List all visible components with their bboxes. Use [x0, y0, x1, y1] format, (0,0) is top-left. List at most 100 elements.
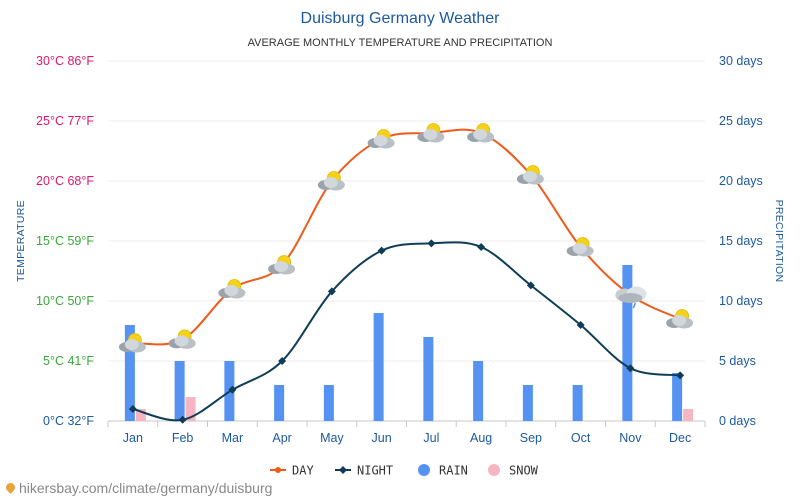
rain-bar	[423, 337, 434, 421]
day-temperature-line	[132, 128, 681, 346]
night-point	[178, 415, 187, 424]
y-right-tick-label: 0 days	[719, 414, 756, 428]
y-right-tick-label: 25 days	[719, 114, 763, 128]
cloud-shape	[274, 261, 289, 272]
x-tick-label: Mar	[222, 431, 244, 445]
partly-cloudy-icon	[417, 123, 445, 143]
grid-lines	[108, 60, 705, 422]
partly-cloudy-icon	[118, 333, 146, 353]
y-left-tick-label: 20°C 68°F	[36, 174, 94, 188]
rain-bar	[124, 325, 135, 421]
x-tick-label: Jul	[423, 431, 439, 445]
x-axis: Jan Feb Mar Apr May Jun Jul Aug Sep Oct Nov Dec	[107, 421, 706, 445]
partly-cloudy-icon	[566, 237, 594, 257]
rain-bar	[473, 361, 484, 421]
partly-cloudy-icon	[218, 279, 246, 299]
night-point	[128, 405, 137, 413]
night-point	[676, 371, 685, 380]
rain-cloud-icon	[615, 286, 647, 309]
cloud-shape	[522, 171, 537, 182]
x-tick-label: Sep	[520, 431, 542, 445]
legend: DAY NIGHT RAIN SNOW	[270, 464, 539, 478]
partly-cloudy-icon	[317, 171, 345, 191]
partly-cloudy-icon	[268, 255, 296, 275]
partly-cloudy-icon	[467, 123, 495, 143]
legend-label: RAIN	[439, 464, 468, 478]
source-link[interactable]: hikersbay.com/climate/germany/duisburg	[4, 480, 273, 496]
rain-bar	[622, 265, 633, 421]
legend-marker	[488, 464, 500, 476]
precipitation-bars	[124, 265, 694, 421]
night-temperature-line	[132, 241, 681, 422]
chart-subtitle: AVERAGE MONTHLY TEMPERATURE AND PRECIPIT…	[248, 37, 553, 49]
night-point	[477, 243, 486, 251]
cloud-shape	[672, 315, 687, 326]
legend-item-day: DAY	[270, 464, 314, 478]
cloud-shape	[174, 335, 189, 347]
night-point	[377, 246, 386, 255]
x-tick-label: Nov	[619, 431, 642, 445]
cloud-shape	[373, 135, 388, 146]
snow-bar	[683, 409, 694, 421]
y-left-tick-label: 15°C 59°F	[36, 234, 94, 248]
x-tick-label: Aug	[470, 431, 492, 445]
y-right-tick-label: 5 days	[719, 354, 756, 368]
raindrop	[632, 302, 637, 309]
raindrop	[627, 302, 632, 309]
rain-bar	[174, 361, 185, 421]
chart-title: Duisburg Germany Weather	[301, 10, 501, 27]
x-tick-label: Oct	[571, 431, 591, 445]
rain-bar	[572, 385, 583, 421]
partly-cloudy-icon	[516, 165, 544, 185]
y-axis-right-title: PRECIPITATION	[773, 200, 785, 283]
night-point	[228, 385, 237, 394]
y-left-tick-label: 10°C 50°F	[36, 294, 94, 308]
cloud-shape	[572, 243, 587, 254]
y-axis-left-title: TEMPERATURE	[15, 200, 27, 282]
legend-label: DAY	[292, 464, 314, 478]
partly-cloudy-icon	[666, 309, 694, 329]
temperature-lines	[118, 123, 694, 424]
rain-bar	[522, 385, 533, 421]
y-axis-right: 0 days 5 days 10 days 15 days 20 days 25 days…	[719, 54, 763, 428]
partly-cloudy-icon	[367, 129, 395, 149]
cloud-shape	[323, 177, 338, 188]
x-tick-label: Apr	[272, 431, 291, 445]
legend-marker	[275, 467, 281, 473]
legend-label: NIGHT	[357, 464, 393, 478]
rain-bar	[323, 385, 334, 421]
y-left-tick-label: 0°C 32°F	[43, 414, 94, 428]
legend-marker	[339, 466, 347, 474]
y-right-tick-label: 10 days	[719, 294, 763, 308]
y-right-tick-label: 20 days	[719, 174, 763, 188]
x-tick-label: Dec	[669, 431, 691, 445]
legend-item-snow: SNOW	[488, 464, 539, 478]
rain-bar	[274, 385, 285, 421]
source-text: hikersbay.com/climate/germany/duisburg	[19, 480, 273, 496]
y-left-tick-label: 30°C 86°F	[36, 54, 94, 68]
legend-marker	[418, 464, 430, 476]
y-axis-left: 0°C 32°F 5°C 41°F 10°C 50°F 15°C 59°F 20°C 6…	[36, 54, 94, 428]
legend-item-rain: RAIN	[418, 464, 468, 478]
legend-label: SNOW	[509, 464, 539, 478]
night-point	[278, 357, 287, 365]
cloud-shape	[618, 293, 643, 303]
rain-bar	[373, 313, 384, 421]
cloud-shape	[473, 129, 488, 140]
night-point	[626, 364, 635, 373]
x-tick-label: May	[320, 431, 344, 445]
night-point	[427, 239, 436, 248]
y-right-tick-label: 30 days	[719, 54, 763, 68]
y-right-tick-label: 15 days	[719, 234, 763, 248]
partly-cloudy-icon	[168, 329, 196, 349]
raindrop	[622, 302, 627, 309]
cloud-shape	[124, 339, 139, 350]
rain-bar	[672, 373, 683, 421]
cloud-shape	[224, 285, 239, 296]
location-pin-icon	[4, 481, 17, 494]
x-tick-label: Jan	[123, 431, 143, 445]
legend-item-night: NIGHT	[335, 464, 393, 478]
snow-bar	[135, 409, 146, 421]
x-tick-label: Feb	[172, 431, 194, 445]
